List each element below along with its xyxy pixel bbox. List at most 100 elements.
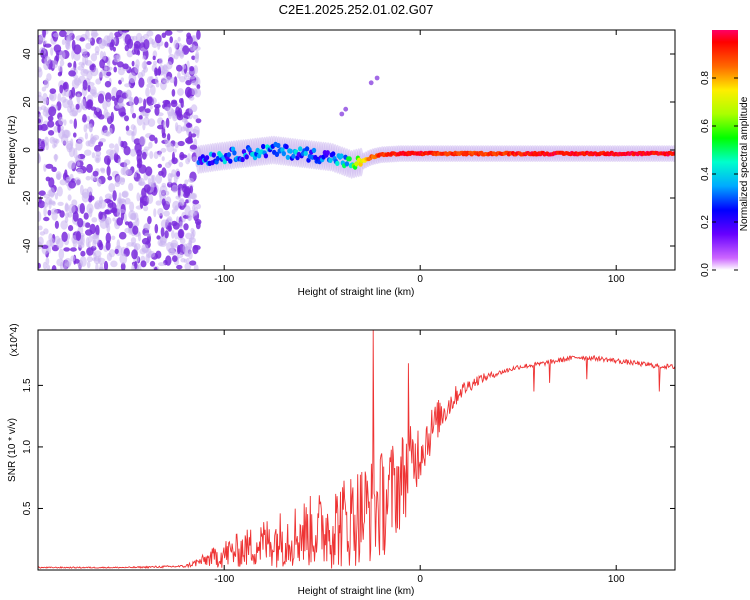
noise-blob xyxy=(124,34,132,46)
noise-blob xyxy=(149,104,153,110)
noise-blob xyxy=(163,210,170,217)
noise-blob xyxy=(158,262,166,267)
noise-blob xyxy=(80,184,84,196)
noise-blob xyxy=(176,170,181,177)
noise-blob xyxy=(167,133,171,141)
noise-blob xyxy=(164,30,173,36)
noise-blob xyxy=(121,141,128,149)
noise-blob xyxy=(56,258,64,267)
noise-blob xyxy=(80,250,86,257)
noise-blob xyxy=(63,88,71,97)
noise-blob xyxy=(118,192,122,204)
noise-blob xyxy=(109,127,113,135)
noise-blob xyxy=(42,30,46,38)
noise-blob xyxy=(147,118,156,127)
snr-y-ticks: 0.5 1.0 1.5 xyxy=(22,378,675,515)
noise-blob xyxy=(71,50,75,60)
noise-blob xyxy=(48,177,55,188)
noise-blob xyxy=(86,203,94,214)
noise-blob xyxy=(99,59,105,69)
noise-blob xyxy=(94,154,101,164)
noise-blob xyxy=(109,41,114,51)
noise-blob xyxy=(78,61,85,66)
noise-blob xyxy=(86,70,93,81)
noise-blob xyxy=(68,97,73,109)
noise-blob xyxy=(134,64,140,74)
noise-blob xyxy=(188,95,195,101)
track-point xyxy=(347,156,352,162)
noise-blob xyxy=(109,154,114,161)
noise-blob xyxy=(40,123,48,132)
noise-blob xyxy=(183,223,189,231)
noise-blob xyxy=(190,192,198,200)
snr-scale-label: (x10^4) xyxy=(9,323,20,356)
noise-blob xyxy=(166,61,173,70)
track-point xyxy=(335,160,340,166)
noise-blob xyxy=(143,222,151,231)
noise-blob xyxy=(63,119,67,126)
noise-blob xyxy=(41,86,47,92)
noise-blob xyxy=(44,56,51,65)
noise-blob xyxy=(146,83,154,88)
noise-blob xyxy=(146,61,152,65)
noise-blob xyxy=(68,203,76,214)
noise-blob xyxy=(74,77,82,86)
noise-blob xyxy=(42,40,48,45)
noise-blob xyxy=(113,54,120,63)
detection-point xyxy=(368,80,374,86)
noise-blob xyxy=(177,71,181,79)
noise-blob xyxy=(44,78,50,89)
noise-blob xyxy=(171,184,179,193)
noise-blob xyxy=(191,80,199,86)
noise-blob xyxy=(124,83,131,88)
snr-panel: -100 0 100 0.5 1.0 1.5 Height of straight li… xyxy=(7,323,676,597)
noise-blob xyxy=(108,249,116,258)
spectrogram-y-ticks: -40 -20 0 20 40 xyxy=(22,48,675,253)
noise-blob xyxy=(178,229,184,239)
noise-blob xyxy=(136,149,143,157)
noise-blob xyxy=(67,194,72,201)
noise-blob xyxy=(105,232,112,244)
noise-blob xyxy=(99,138,106,143)
track-point xyxy=(274,151,280,157)
spectrogram-marks xyxy=(38,30,675,270)
noise-blob xyxy=(124,115,129,122)
noise-blob xyxy=(125,125,130,132)
noise-blob xyxy=(85,30,90,40)
noise-blob xyxy=(85,123,91,129)
noise-blob xyxy=(145,112,149,119)
noise-blob xyxy=(120,111,127,116)
noise-blob xyxy=(160,226,165,237)
noise-blob xyxy=(113,152,119,163)
noise-blob xyxy=(84,149,92,156)
snr-y-label: SNR (10 * v/v) xyxy=(7,418,18,482)
noise-blob xyxy=(69,119,73,124)
snr-y-tick-label: 1.5 xyxy=(22,378,33,392)
noise-blob xyxy=(143,205,149,212)
noise-blob xyxy=(195,118,202,124)
noise-blob xyxy=(161,198,166,206)
noise-blob xyxy=(169,76,175,83)
noise-blob xyxy=(171,230,175,239)
noise-blob xyxy=(140,111,147,116)
noise-blob xyxy=(51,265,57,270)
noise-blob xyxy=(192,125,200,136)
noise-blob xyxy=(110,260,118,268)
noise-blob xyxy=(102,51,107,62)
noise-blob xyxy=(81,98,86,110)
noise-blob xyxy=(165,196,172,205)
noise-blob xyxy=(112,190,117,202)
noise-blob xyxy=(50,47,54,56)
noise-blob xyxy=(97,178,102,187)
noise-blob xyxy=(43,106,48,113)
noise-blob xyxy=(45,163,54,169)
noise-blob xyxy=(79,256,87,267)
noise-blob xyxy=(160,147,167,153)
noise-blob xyxy=(105,209,110,215)
noise-blob xyxy=(171,108,174,115)
noise-blob xyxy=(47,120,55,128)
noise-blob xyxy=(189,144,198,150)
noise-blob xyxy=(107,202,114,208)
noise-blob xyxy=(42,261,47,270)
noise-blob xyxy=(192,199,200,205)
